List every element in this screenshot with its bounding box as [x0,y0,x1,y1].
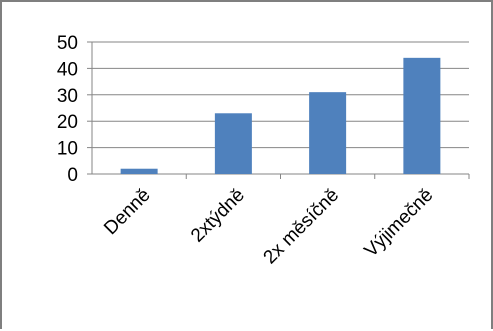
category-label-1: Denně [100,185,154,239]
y-tick-label-40: 40 [57,59,78,80]
category-label-3: 2x měsíčně [260,185,344,269]
bar-1 [120,168,158,174]
bar-2 [214,113,252,174]
category-label-4: Výjimečně [361,185,438,262]
y-tick-label-10: 10 [57,139,78,160]
bar-4 [403,57,441,175]
y-tick-label-20: 20 [57,112,78,133]
y-tick-label-30: 30 [57,86,78,107]
y-tick-label-50: 50 [57,33,78,54]
y-tick-label-0: 0 [67,165,78,186]
category-label-2: 2xtýdně [187,185,249,247]
bar-3 [309,92,347,174]
